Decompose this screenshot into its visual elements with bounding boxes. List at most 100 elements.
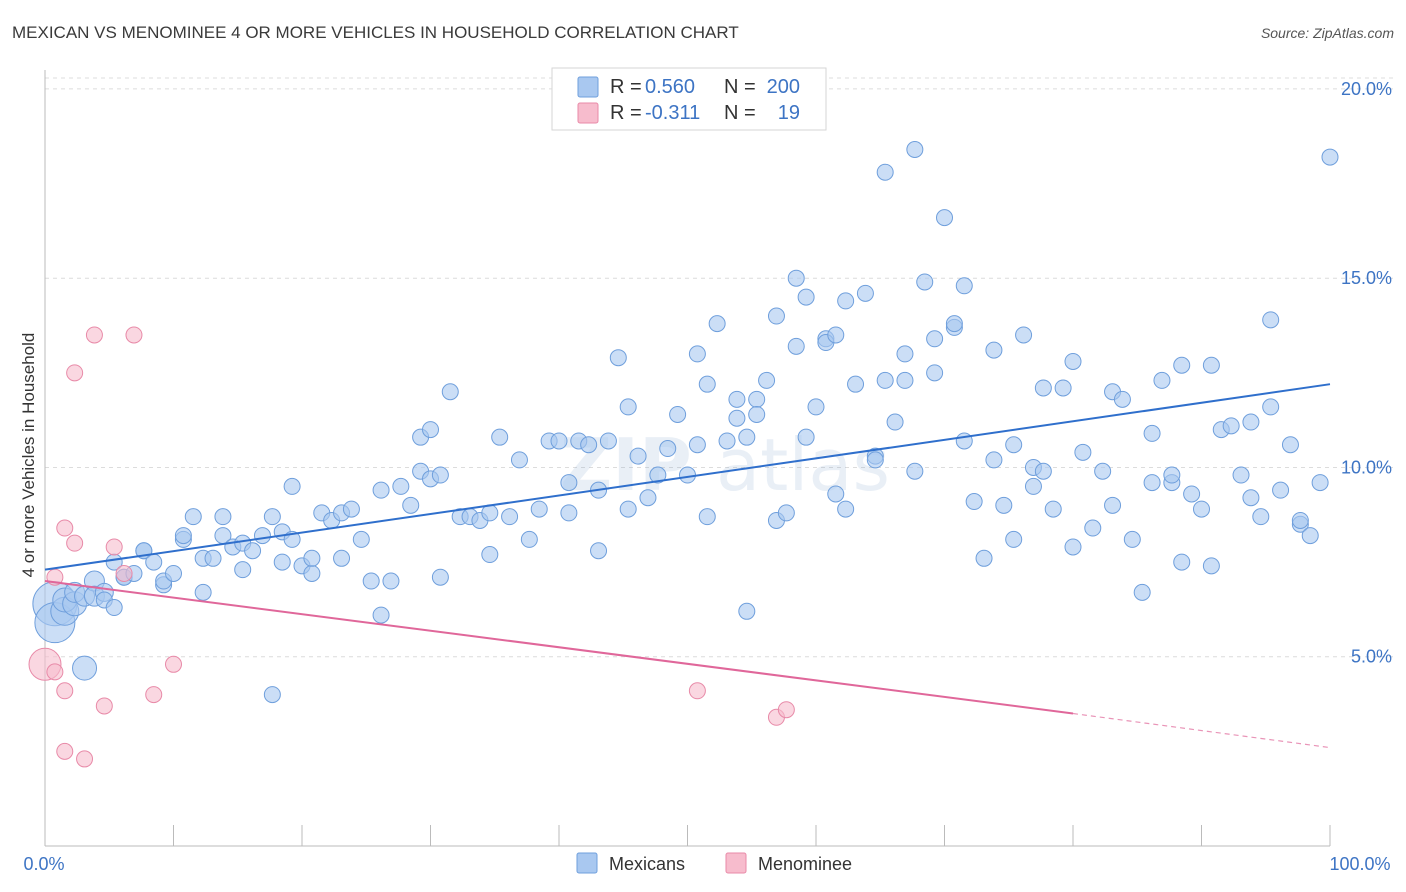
point-mexicans-48 xyxy=(333,549,351,567)
x-tick-label-min: 0.0% xyxy=(23,854,64,874)
point-mexicans-138 xyxy=(965,493,983,511)
point-mexicans-69 xyxy=(491,428,509,446)
point-mexicans-73 xyxy=(530,500,548,518)
bottom-legend: Mexicans Menominee xyxy=(576,852,852,874)
point-mexicans-75 xyxy=(550,432,568,450)
point-mexicans-159 xyxy=(1113,390,1131,408)
point-mexicans-144 xyxy=(1005,530,1023,548)
point-mexicans-143 xyxy=(1005,436,1023,454)
point-mexicans-129 xyxy=(906,140,924,158)
point-mexicans-83 xyxy=(609,349,627,367)
bottom-legend-swatch-menominee xyxy=(725,852,747,874)
point-mexicans-61 xyxy=(431,466,449,484)
point-mexicans-153 xyxy=(1064,352,1082,370)
point-mexicans-145 xyxy=(1015,326,1033,344)
y-tick-label-5: 5.0% xyxy=(1351,647,1392,667)
point-mexicans-139 xyxy=(975,549,993,567)
point-mexicans-169 xyxy=(1183,485,1201,503)
point-mexicans-37 xyxy=(263,686,281,704)
point-mexicans-140 xyxy=(985,341,1003,359)
point-mexicans-146 xyxy=(1024,477,1042,495)
point-mexicans-182 xyxy=(1281,436,1299,454)
point-mexicans-41 xyxy=(283,477,301,495)
bottom-legend-label-menominee: Menominee xyxy=(758,854,852,874)
point-mexicans-34 xyxy=(244,542,262,560)
point-mexicans-49 xyxy=(342,500,360,518)
point-mexicans-76 xyxy=(560,474,578,492)
legend-swatch-mexicans xyxy=(577,76,599,98)
legend-swatch-menominee xyxy=(577,102,599,124)
point-mexicans-96 xyxy=(708,315,726,333)
chart-title: MEXICAN VS MENOMINEE 4 OR MORE VEHICLES … xyxy=(12,23,739,42)
point-mexicans-97 xyxy=(718,432,736,450)
x-axis-ticks xyxy=(44,825,1331,846)
point-mexicans-52 xyxy=(372,606,390,624)
point-mexicans-119 xyxy=(847,375,865,393)
source-label: Source: ZipAtlas.com xyxy=(1261,25,1394,41)
point-mexicans-67 xyxy=(481,504,499,522)
point-mexicans-33 xyxy=(234,561,252,579)
point-mexicans-163 xyxy=(1143,424,1161,442)
point-mexicans-98 xyxy=(728,390,746,408)
point-mexicans-116 xyxy=(827,485,845,503)
point-mexicans-55 xyxy=(392,477,410,495)
point-mexicans-117 xyxy=(837,292,855,310)
point-mexicans-91 xyxy=(679,466,696,484)
point-mexicans-92 xyxy=(688,345,706,363)
legend-n-value-mexicans: 200 xyxy=(767,76,800,98)
point-mexicans-152 xyxy=(1064,538,1082,556)
point-mexicans-35 xyxy=(253,527,271,545)
trend-line-mexicans xyxy=(44,383,1331,571)
point-mexicans-127 xyxy=(896,371,914,389)
point-mexicans-151 xyxy=(1054,379,1072,397)
point-mexicans-187 xyxy=(1321,148,1339,166)
point-mexicans-95 xyxy=(698,508,716,526)
point-mexicans-39 xyxy=(273,553,291,571)
point-mexicans-132 xyxy=(926,364,944,382)
point-mexicans-59 xyxy=(422,421,439,439)
point-mexicans-185 xyxy=(1301,527,1319,545)
point-mexicans-162 xyxy=(1143,474,1161,492)
legend-box: R = 0.560 N = 200 R = -0.311 N = 19 xyxy=(551,67,827,131)
point-menominee-7 xyxy=(66,364,84,382)
point-menominee-9 xyxy=(85,326,103,344)
point-mexicans-164 xyxy=(1153,371,1171,389)
point-mexicans-109 xyxy=(787,337,805,355)
point-menominee-3 xyxy=(56,682,74,700)
point-mexicans-166 xyxy=(1163,466,1181,484)
point-mexicans-108 xyxy=(787,269,805,287)
point-mexicans-82 xyxy=(599,432,617,450)
point-mexicans-101 xyxy=(738,602,756,620)
point-menominee-18 xyxy=(777,701,795,719)
point-mexicans-156 xyxy=(1094,462,1112,480)
point-mexicans-107 xyxy=(777,504,795,522)
point-mexicans-86 xyxy=(629,447,647,465)
point-mexicans-122 xyxy=(866,451,884,469)
point-mexicans-148 xyxy=(1034,462,1052,480)
point-mexicans-181 xyxy=(1272,481,1290,499)
point-mexicans-71 xyxy=(510,451,528,469)
point-mexicans-99 xyxy=(728,409,746,427)
point-mexicans-128 xyxy=(906,462,924,480)
point-mexicans-87 xyxy=(639,489,657,507)
bottom-legend-swatch-mexicans xyxy=(576,852,598,874)
legend-r-value-menominee: -0.311 xyxy=(645,102,700,124)
point-mexicans-111 xyxy=(797,428,815,446)
point-mexicans-150 xyxy=(1044,500,1062,518)
point-mexicans-174 xyxy=(1222,417,1240,435)
point-mexicans-149 xyxy=(1034,379,1052,397)
point-menominee-14 xyxy=(145,686,163,704)
trend-line-menominee-extension xyxy=(1072,712,1331,749)
point-mexicans-161 xyxy=(1133,583,1151,601)
point-menominee-16 xyxy=(688,682,706,700)
legend-r-label-menominee: R = xyxy=(610,102,642,124)
y-axis-title: 4 or more Vehicles in Household xyxy=(19,333,38,578)
point-mexicans-115 xyxy=(827,326,845,344)
point-mexicans-50 xyxy=(352,530,370,548)
point-mexicans-54 xyxy=(382,572,400,590)
point-mexicans-124 xyxy=(876,163,894,181)
point-mexicans-79 xyxy=(580,436,598,454)
point-mexicans-89 xyxy=(659,440,677,458)
y-tick-label-20: 20.0% xyxy=(1341,79,1392,99)
series-menominee xyxy=(28,326,795,768)
